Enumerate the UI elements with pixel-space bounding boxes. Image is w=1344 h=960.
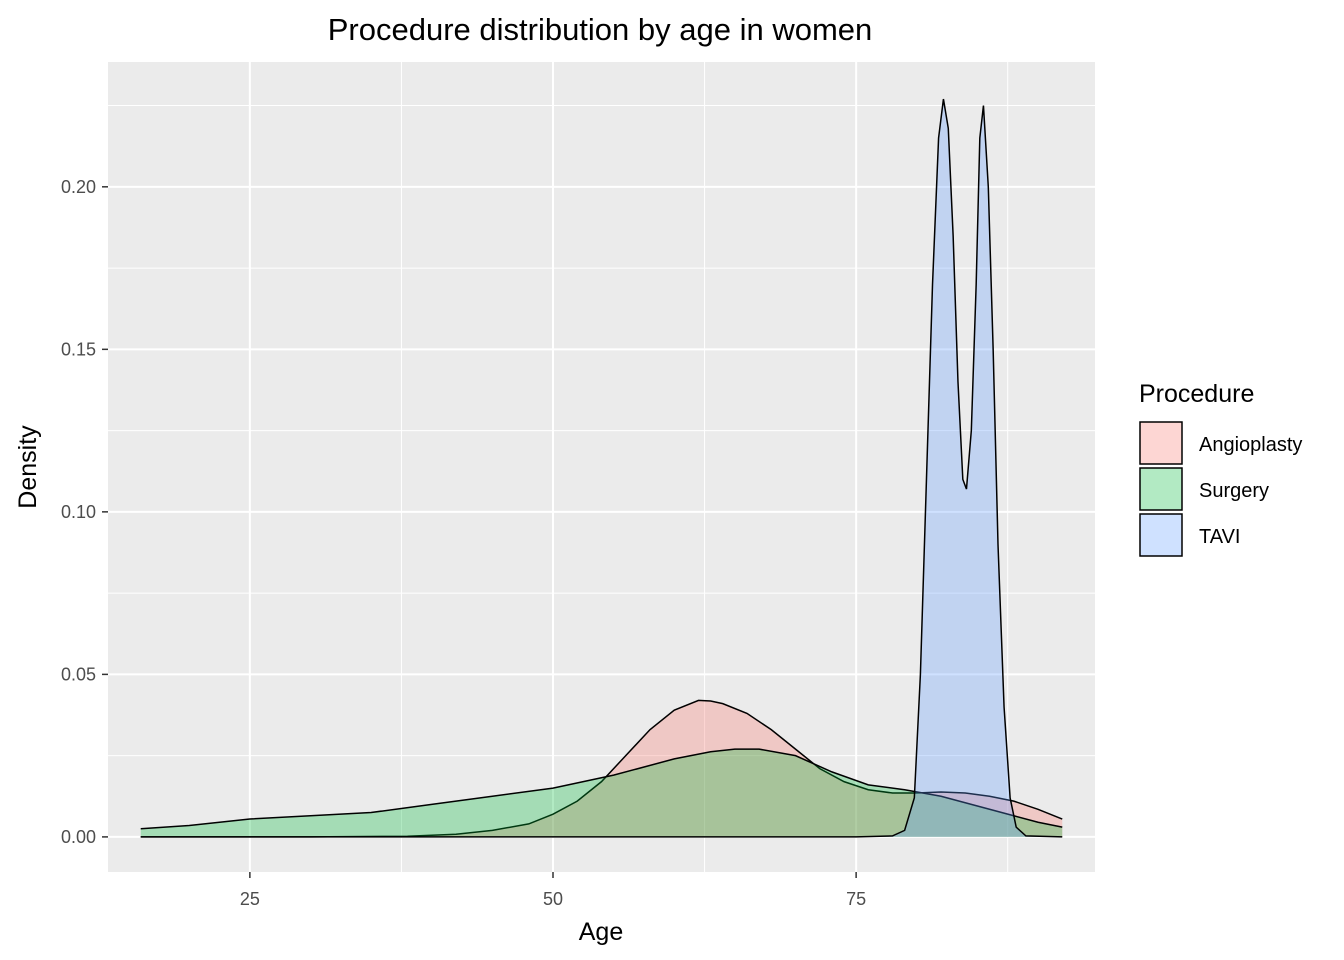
y-tick-label: 0.00 — [61, 827, 96, 847]
x-tick-label: 25 — [240, 889, 260, 909]
y-axis: 0.00 0.05 0.10 0.15 0.20 — [61, 177, 108, 847]
legend-label-surgery: Surgery — [1199, 480, 1269, 502]
legend-label-angioplasty: Angioplasty — [1199, 434, 1302, 456]
legend-key-tavi — [1139, 513, 1183, 557]
density-line-angioplasty — [140, 699, 1063, 838]
y-tick-label: 0.20 — [61, 177, 96, 197]
plot-panel — [108, 62, 1095, 872]
legend-key-angioplasty — [1139, 421, 1183, 465]
y-tick-label: 0.15 — [61, 339, 96, 359]
x-tick-label: 50 — [543, 889, 563, 909]
y-axis-title: Density — [14, 425, 42, 509]
x-axis: 25 50 75 — [240, 872, 866, 909]
chart-title: Procedure distribution by age in women — [328, 12, 873, 47]
density-area-surgery — [140, 749, 1063, 837]
series-layer — [140, 98, 1063, 838]
density-line-tavi — [140, 98, 1063, 838]
legend-key-surgery — [1139, 467, 1183, 511]
legend: Procedure Angioplasty Surgery TAVI — [1139, 380, 1302, 557]
grid-minor — [97, 62, 1095, 872]
legend-title: Procedure — [1139, 380, 1254, 408]
density-line-surgery — [140, 748, 1063, 830]
y-tick-label: 0.05 — [61, 664, 96, 684]
x-axis-title: Age — [579, 918, 623, 946]
density-area-tavi — [140, 99, 1063, 837]
legend-label-tavi: TAVI — [1199, 526, 1240, 548]
grid-major — [108, 62, 1095, 872]
density-area-angioplasty — [140, 700, 1063, 837]
x-tick-label: 75 — [846, 889, 866, 909]
y-tick-label: 0.10 — [61, 502, 96, 522]
